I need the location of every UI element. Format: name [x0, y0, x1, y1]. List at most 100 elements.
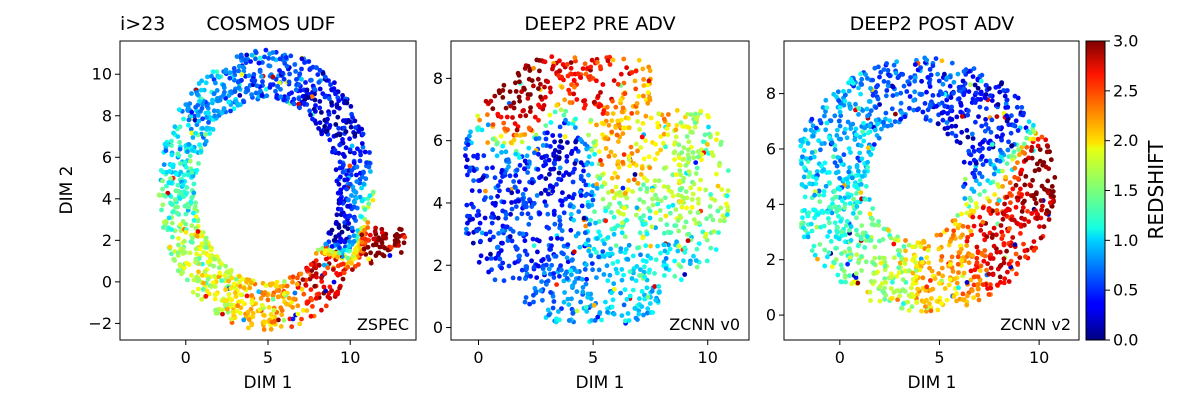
scatter-point — [855, 243, 861, 249]
scatter-point — [610, 297, 616, 303]
scatter-point — [336, 98, 342, 104]
scatter-point — [538, 191, 544, 196]
scatter-point — [954, 139, 960, 144]
scatter-point — [1010, 235, 1016, 240]
scatter-point — [346, 221, 352, 226]
scatter-point — [980, 252, 985, 258]
scatter-point — [621, 272, 626, 278]
scatter-point — [663, 144, 668, 150]
scatter-point — [506, 263, 512, 269]
scatter-point — [608, 210, 614, 215]
scatter-point — [278, 94, 284, 100]
scatter-point — [1037, 224, 1042, 230]
scatter-point — [213, 307, 218, 313]
scatter-point — [477, 220, 483, 226]
scatter-point — [589, 261, 595, 266]
scatter-point — [855, 280, 861, 286]
panel-title: DEEP2 POST ADV — [850, 13, 1015, 35]
scatter-point — [985, 286, 990, 291]
x-tick-label: 10 — [698, 348, 718, 367]
scatter-point — [286, 295, 292, 301]
scatter-point — [683, 163, 689, 168]
scatter-point — [861, 120, 866, 126]
scatter-point — [595, 60, 600, 65]
scatter-point — [856, 172, 862, 178]
scatter-point — [221, 85, 227, 91]
scatter-point — [244, 293, 250, 299]
scatter-point — [896, 73, 902, 79]
scatter-point — [649, 288, 655, 294]
scatter-point — [863, 197, 869, 202]
scatter-point — [615, 174, 620, 180]
scatter-point — [579, 203, 585, 209]
scatter-point — [203, 132, 208, 137]
scatter-point — [354, 172, 359, 178]
scatter-point — [724, 201, 729, 207]
scatter-point — [947, 239, 953, 244]
scatter-point — [361, 170, 366, 176]
scatter-point — [1005, 104, 1011, 110]
scatter-point — [969, 232, 974, 238]
scatter-point — [653, 297, 659, 303]
scatter-point — [578, 137, 583, 142]
scatter-point — [373, 225, 378, 231]
scatter-point — [561, 278, 567, 284]
scatter-point — [373, 253, 379, 258]
scatter-point — [664, 222, 670, 228]
scatter-point — [661, 166, 667, 171]
scatter-point — [1023, 254, 1028, 260]
scatter-point — [690, 191, 696, 197]
scatter-point — [578, 75, 584, 81]
scatter-point — [350, 267, 355, 272]
scatter-point — [876, 135, 882, 141]
scatter-point — [313, 296, 319, 301]
scatter-point — [964, 302, 970, 308]
scatter-point — [870, 92, 876, 98]
scatter-point — [854, 132, 859, 138]
scatter-point — [571, 249, 577, 255]
scatter-point — [189, 272, 194, 278]
scatter-point — [522, 248, 528, 254]
scatter-point — [920, 285, 926, 291]
scatter-point — [302, 60, 307, 65]
scatter-point — [539, 279, 544, 284]
scatter-point — [319, 110, 324, 115]
scatter-point — [996, 184, 1002, 190]
scatter-point — [638, 145, 644, 150]
scatter-point — [161, 219, 167, 225]
scatter-point — [961, 184, 966, 189]
scatter-point — [990, 232, 996, 238]
scatter-point — [859, 76, 865, 82]
scatter-point — [929, 268, 935, 274]
scatter-point — [988, 129, 994, 135]
scatter-point — [638, 267, 643, 272]
scatter-point — [596, 104, 602, 110]
scatter-point — [814, 224, 820, 230]
scatter-point — [965, 134, 971, 140]
scatter-point — [551, 299, 557, 304]
scatter-point — [301, 291, 307, 297]
scatter-point — [633, 212, 639, 218]
scatter-point — [912, 62, 918, 67]
scatter-point — [865, 145, 871, 151]
scatter-point — [561, 173, 566, 179]
scatter-point — [485, 122, 491, 128]
scatter-point — [270, 50, 276, 55]
scatter-point — [640, 121, 646, 126]
scatter-point — [312, 97, 318, 103]
scatter-point — [522, 238, 528, 244]
scatter-point — [725, 208, 730, 214]
scatter-point — [275, 294, 281, 300]
scatter-point — [483, 98, 489, 104]
scatter-point — [702, 234, 708, 240]
scatter-point — [661, 242, 667, 248]
axes-frame — [450, 40, 750, 341]
scatter-point — [329, 87, 335, 93]
scatter-point — [544, 281, 549, 287]
scatter-point — [254, 83, 260, 89]
scatter-point — [589, 189, 595, 195]
scatter-point — [288, 53, 294, 59]
scatter-point — [689, 205, 695, 210]
scatter-point — [1007, 226, 1012, 231]
scatter-point — [664, 126, 670, 131]
